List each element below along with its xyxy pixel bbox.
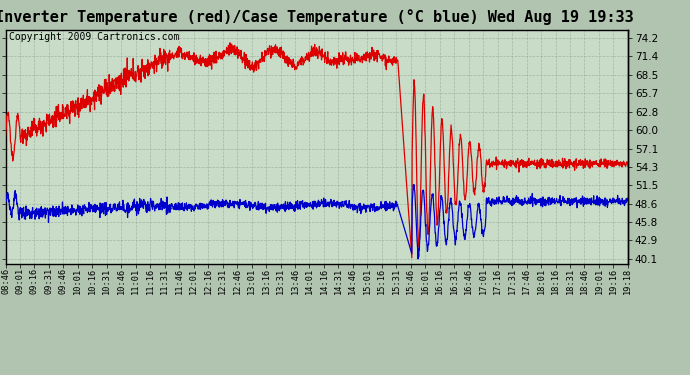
- Text: 17:16: 17:16: [493, 268, 502, 294]
- Text: 18:01: 18:01: [537, 268, 546, 294]
- Text: 18:16: 18:16: [551, 268, 560, 294]
- Text: 18:46: 18:46: [580, 268, 589, 294]
- Text: 13:46: 13:46: [290, 268, 299, 294]
- Text: 19:18: 19:18: [623, 268, 633, 294]
- Text: 17:46: 17:46: [522, 268, 531, 294]
- Text: 10:31: 10:31: [102, 268, 111, 294]
- Text: 17:31: 17:31: [508, 268, 517, 294]
- Text: 13:31: 13:31: [276, 268, 285, 294]
- Text: 16:46: 16:46: [464, 268, 473, 294]
- Text: 09:31: 09:31: [44, 268, 53, 294]
- Text: 09:16: 09:16: [30, 268, 39, 294]
- Text: 11:01: 11:01: [131, 268, 140, 294]
- Text: 10:16: 10:16: [88, 268, 97, 294]
- Text: 14:46: 14:46: [348, 268, 357, 294]
- Text: Copyright 2009 Cartronics.com: Copyright 2009 Cartronics.com: [9, 32, 179, 42]
- Text: 17:01: 17:01: [479, 268, 488, 294]
- Text: 19:16: 19:16: [609, 268, 618, 294]
- Text: 12:16: 12:16: [204, 268, 213, 294]
- Text: 16:31: 16:31: [450, 268, 459, 294]
- Text: 14:31: 14:31: [334, 268, 343, 294]
- Text: 15:01: 15:01: [363, 268, 372, 294]
- Text: 10:01: 10:01: [73, 268, 82, 294]
- Text: 11:31: 11:31: [160, 268, 169, 294]
- Text: 12:46: 12:46: [233, 268, 241, 294]
- Text: 15:16: 15:16: [377, 268, 386, 294]
- Text: 14:01: 14:01: [305, 268, 314, 294]
- Text: 19:01: 19:01: [595, 268, 604, 294]
- Text: 15:31: 15:31: [392, 268, 401, 294]
- Text: 12:01: 12:01: [189, 268, 198, 294]
- Text: 13:01: 13:01: [247, 268, 256, 294]
- Text: 18:31: 18:31: [566, 268, 575, 294]
- Text: 11:46: 11:46: [175, 268, 184, 294]
- Text: 12:31: 12:31: [218, 268, 227, 294]
- Text: 09:46: 09:46: [59, 268, 68, 294]
- Text: 15:46: 15:46: [406, 268, 415, 294]
- Text: 14:16: 14:16: [319, 268, 328, 294]
- Text: 09:01: 09:01: [15, 268, 24, 294]
- Text: 10:46: 10:46: [117, 268, 126, 294]
- Text: 16:01: 16:01: [421, 268, 430, 294]
- Text: 16:16: 16:16: [435, 268, 444, 294]
- Text: 13:16: 13:16: [262, 268, 270, 294]
- Text: 11:16: 11:16: [146, 268, 155, 294]
- Text: 08:46: 08:46: [1, 268, 10, 294]
- Text: Inverter Temperature (red)/Case Temperature (°C blue) Wed Aug 19 19:33: Inverter Temperature (red)/Case Temperat…: [0, 9, 633, 25]
